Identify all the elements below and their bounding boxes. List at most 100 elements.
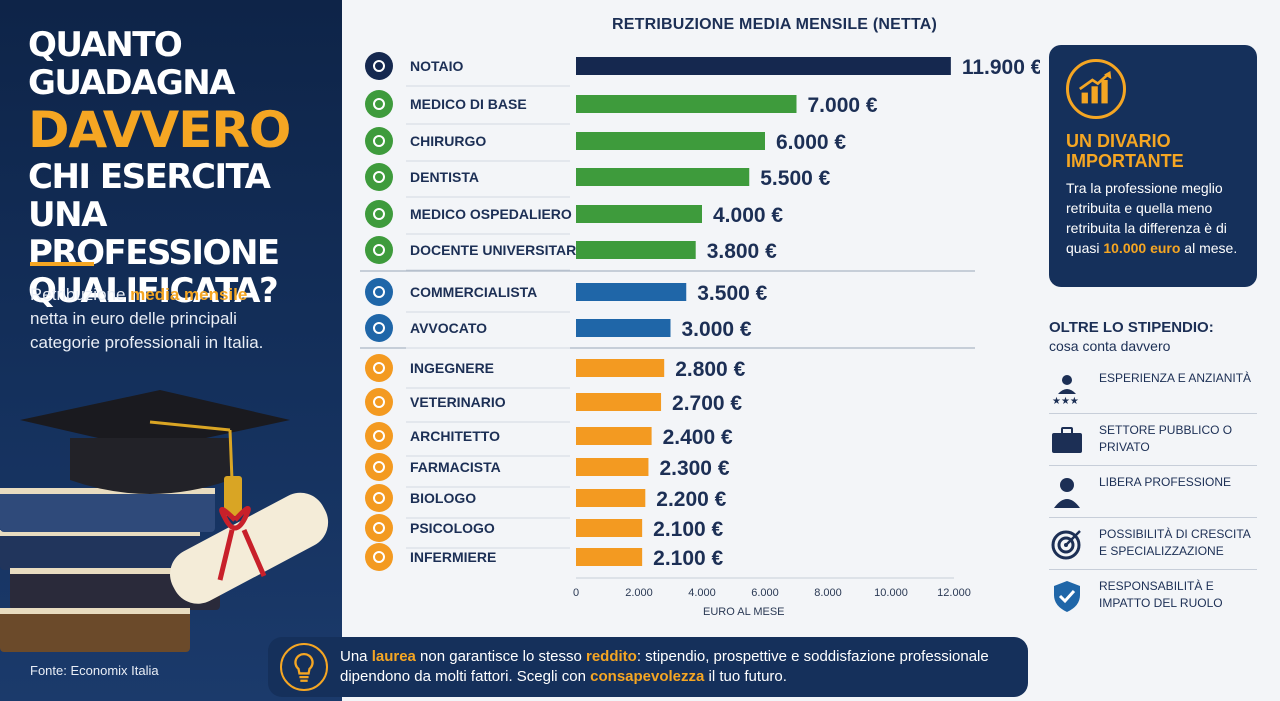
x-tick-label: 4.000: [688, 587, 716, 599]
target-icon: [1051, 530, 1081, 560]
bar: [576, 427, 652, 445]
gap-text-highlight: 10.000 euro: [1103, 240, 1181, 256]
tooth-icon: [365, 163, 393, 191]
headline-line3: CHI ESERCITA UNA PROFESSIONE QUALIFICATA…: [28, 157, 280, 311]
category-label: NOTAIO: [410, 58, 464, 74]
value-label: 2.200 €: [656, 488, 726, 511]
category-label: BIOLOGO: [410, 490, 476, 506]
gap-text-pre: Tra la professione meglio retribuita e q…: [1066, 180, 1227, 256]
person-icon: [1054, 478, 1080, 508]
gap-text: Tra la professione meglio retribuita e q…: [1066, 178, 1252, 258]
bar: [576, 95, 797, 113]
category-label: INFERMIERE: [410, 549, 496, 565]
x-tick-label: 6.000: [751, 587, 779, 599]
x-tick-label: 8.000: [814, 587, 842, 599]
note-part: Una: [340, 648, 372, 665]
category-label: FARMACISTA: [410, 459, 501, 475]
category-label: MEDICO OSPEDALIERO: [410, 206, 572, 222]
cross-icon: [365, 543, 393, 571]
bar: [576, 283, 687, 301]
bar: [576, 57, 951, 75]
value-label: 5.500 €: [760, 167, 830, 190]
gap-text-post: al mese.: [1180, 240, 1238, 256]
category-label: PSICOLOGO: [410, 520, 495, 536]
factor-item: LIBERA PROFESSIONE: [1049, 466, 1257, 518]
subtitle-highlight: media mensile: [130, 285, 248, 304]
note-highlight: reddito: [586, 648, 637, 665]
paw-icon: [365, 388, 393, 416]
graduation-cap-icon: [365, 236, 393, 264]
value-label: 3.800 €: [707, 240, 777, 263]
factor-label: RESPONSABILITÀ E IMPATTO DEL RUOLO: [1099, 579, 1223, 610]
category-label: COMMERCIALISTA: [410, 284, 537, 300]
headline-accent: DAVVERO: [28, 101, 291, 159]
factor-item: SETTORE PUBBLICO O PRIVATO: [1049, 414, 1257, 466]
category-label: MEDICO DI BASE: [410, 96, 527, 112]
category-label: DENTISTA: [410, 169, 479, 185]
value-label: 3.500 €: [697, 282, 767, 305]
category-label: INGEGNERE: [410, 360, 494, 376]
category-label: AVVOCATO: [410, 320, 487, 336]
value-label: 2.300 €: [659, 457, 729, 480]
note-highlight: consapevolezza: [590, 668, 705, 685]
factor-item: ★★★ ESPERIENZA E ANZIANITÀ: [1049, 362, 1257, 414]
value-label: 11.900 €: [962, 56, 1040, 79]
headline-line1: QUANTO GUADAGNA: [28, 25, 236, 103]
bar-chart: 0 2.000 4.000 6.000 8.000 10.000 12.000 NOTAIO 1…: [360, 52, 1040, 599]
svg-text:★★★: ★★★: [1052, 396, 1079, 406]
value-label: 2.800 €: [675, 358, 745, 381]
x-tick-label: 10.000: [874, 587, 908, 599]
category-label: ARCHITETTO: [410, 428, 500, 444]
bar: [576, 168, 750, 186]
gap-callout: UN DIVARIO IMPORTANTE Tra la professione…: [1049, 45, 1257, 287]
bar: [576, 458, 649, 476]
x-axis-label: EURO AL MESE: [703, 606, 785, 618]
category-label: CHIRURGO: [410, 133, 486, 149]
note-highlight: laurea: [371, 648, 416, 665]
accent-rule: [30, 262, 94, 266]
scalpel-icon: [365, 127, 393, 155]
value-label: 2.700 €: [672, 392, 742, 415]
shield-check-icon: [1054, 581, 1080, 612]
value-label: 2.100 €: [653, 518, 723, 541]
bar: [576, 519, 643, 537]
gap-title: UN DIVARIO IMPORTANTE: [1066, 131, 1184, 171]
factors-subtitle: cosa conta davvero: [1049, 338, 1171, 354]
value-label: 2.400 €: [663, 426, 733, 449]
factors-title: OLTRE LO STIPENDIO:: [1049, 319, 1214, 336]
value-label: 7.000 €: [808, 94, 878, 117]
growth-chart-icon: [1066, 59, 1126, 119]
x-tick-label: 12.000: [937, 587, 971, 599]
factor-label: ESPERIENZA E ANZIANITÀ: [1099, 371, 1252, 385]
value-label: 6.000 €: [776, 131, 846, 154]
hospital-icon: [365, 200, 393, 228]
subtitle-pre: Retribuzione: [30, 285, 131, 304]
bar: [576, 548, 643, 566]
bar: [576, 241, 696, 259]
value-label: 2.100 €: [653, 547, 723, 570]
scales-icon: [365, 314, 393, 342]
dna-icon: [365, 484, 393, 512]
bar: [576, 132, 765, 150]
stethoscope-icon: [365, 90, 393, 118]
factor-item: RESPONSABILITÀ E IMPATTO DEL RUOLO: [1049, 570, 1257, 622]
factor-label: POSSIBILITÀ DI CRESCITA E SPECIALIZZAZIO…: [1099, 527, 1251, 558]
note-part: non garantisce lo stesso: [415, 648, 586, 665]
calculator-icon: [365, 278, 393, 306]
left-panel: QUANTO GUADAGNA DAVVERO CHI ESERCITA UNA…: [0, 0, 342, 701]
note-part: il tuo futuro.: [704, 668, 787, 685]
note-text: Una laurea non garantisce lo stesso redd…: [340, 647, 1020, 687]
factor-label: LIBERA PROFESSIONE: [1099, 475, 1232, 489]
bar: [576, 393, 662, 411]
subtitle: Retribuzione media mensile netta in euro…: [30, 283, 270, 355]
architect-icon: [365, 422, 393, 450]
pen-icon: [365, 52, 393, 80]
pill-icon: [365, 453, 393, 481]
briefcase-icon: [1052, 427, 1082, 453]
lightbulb-icon: [280, 643, 328, 691]
x-tick-label: 0: [573, 587, 579, 599]
factor-label: SETTORE PUBBLICO O PRIVATO: [1099, 423, 1233, 454]
bar: [576, 319, 671, 337]
bar: [576, 489, 646, 507]
value-label: 4.000 €: [713, 204, 783, 227]
